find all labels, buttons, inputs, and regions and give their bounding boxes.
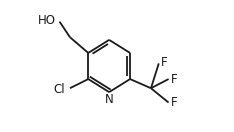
Text: N: N xyxy=(105,93,113,106)
Text: F: F xyxy=(171,73,177,86)
Text: HO: HO xyxy=(38,14,56,27)
Text: Cl: Cl xyxy=(53,83,65,96)
Text: F: F xyxy=(171,96,177,109)
Text: F: F xyxy=(161,56,167,69)
